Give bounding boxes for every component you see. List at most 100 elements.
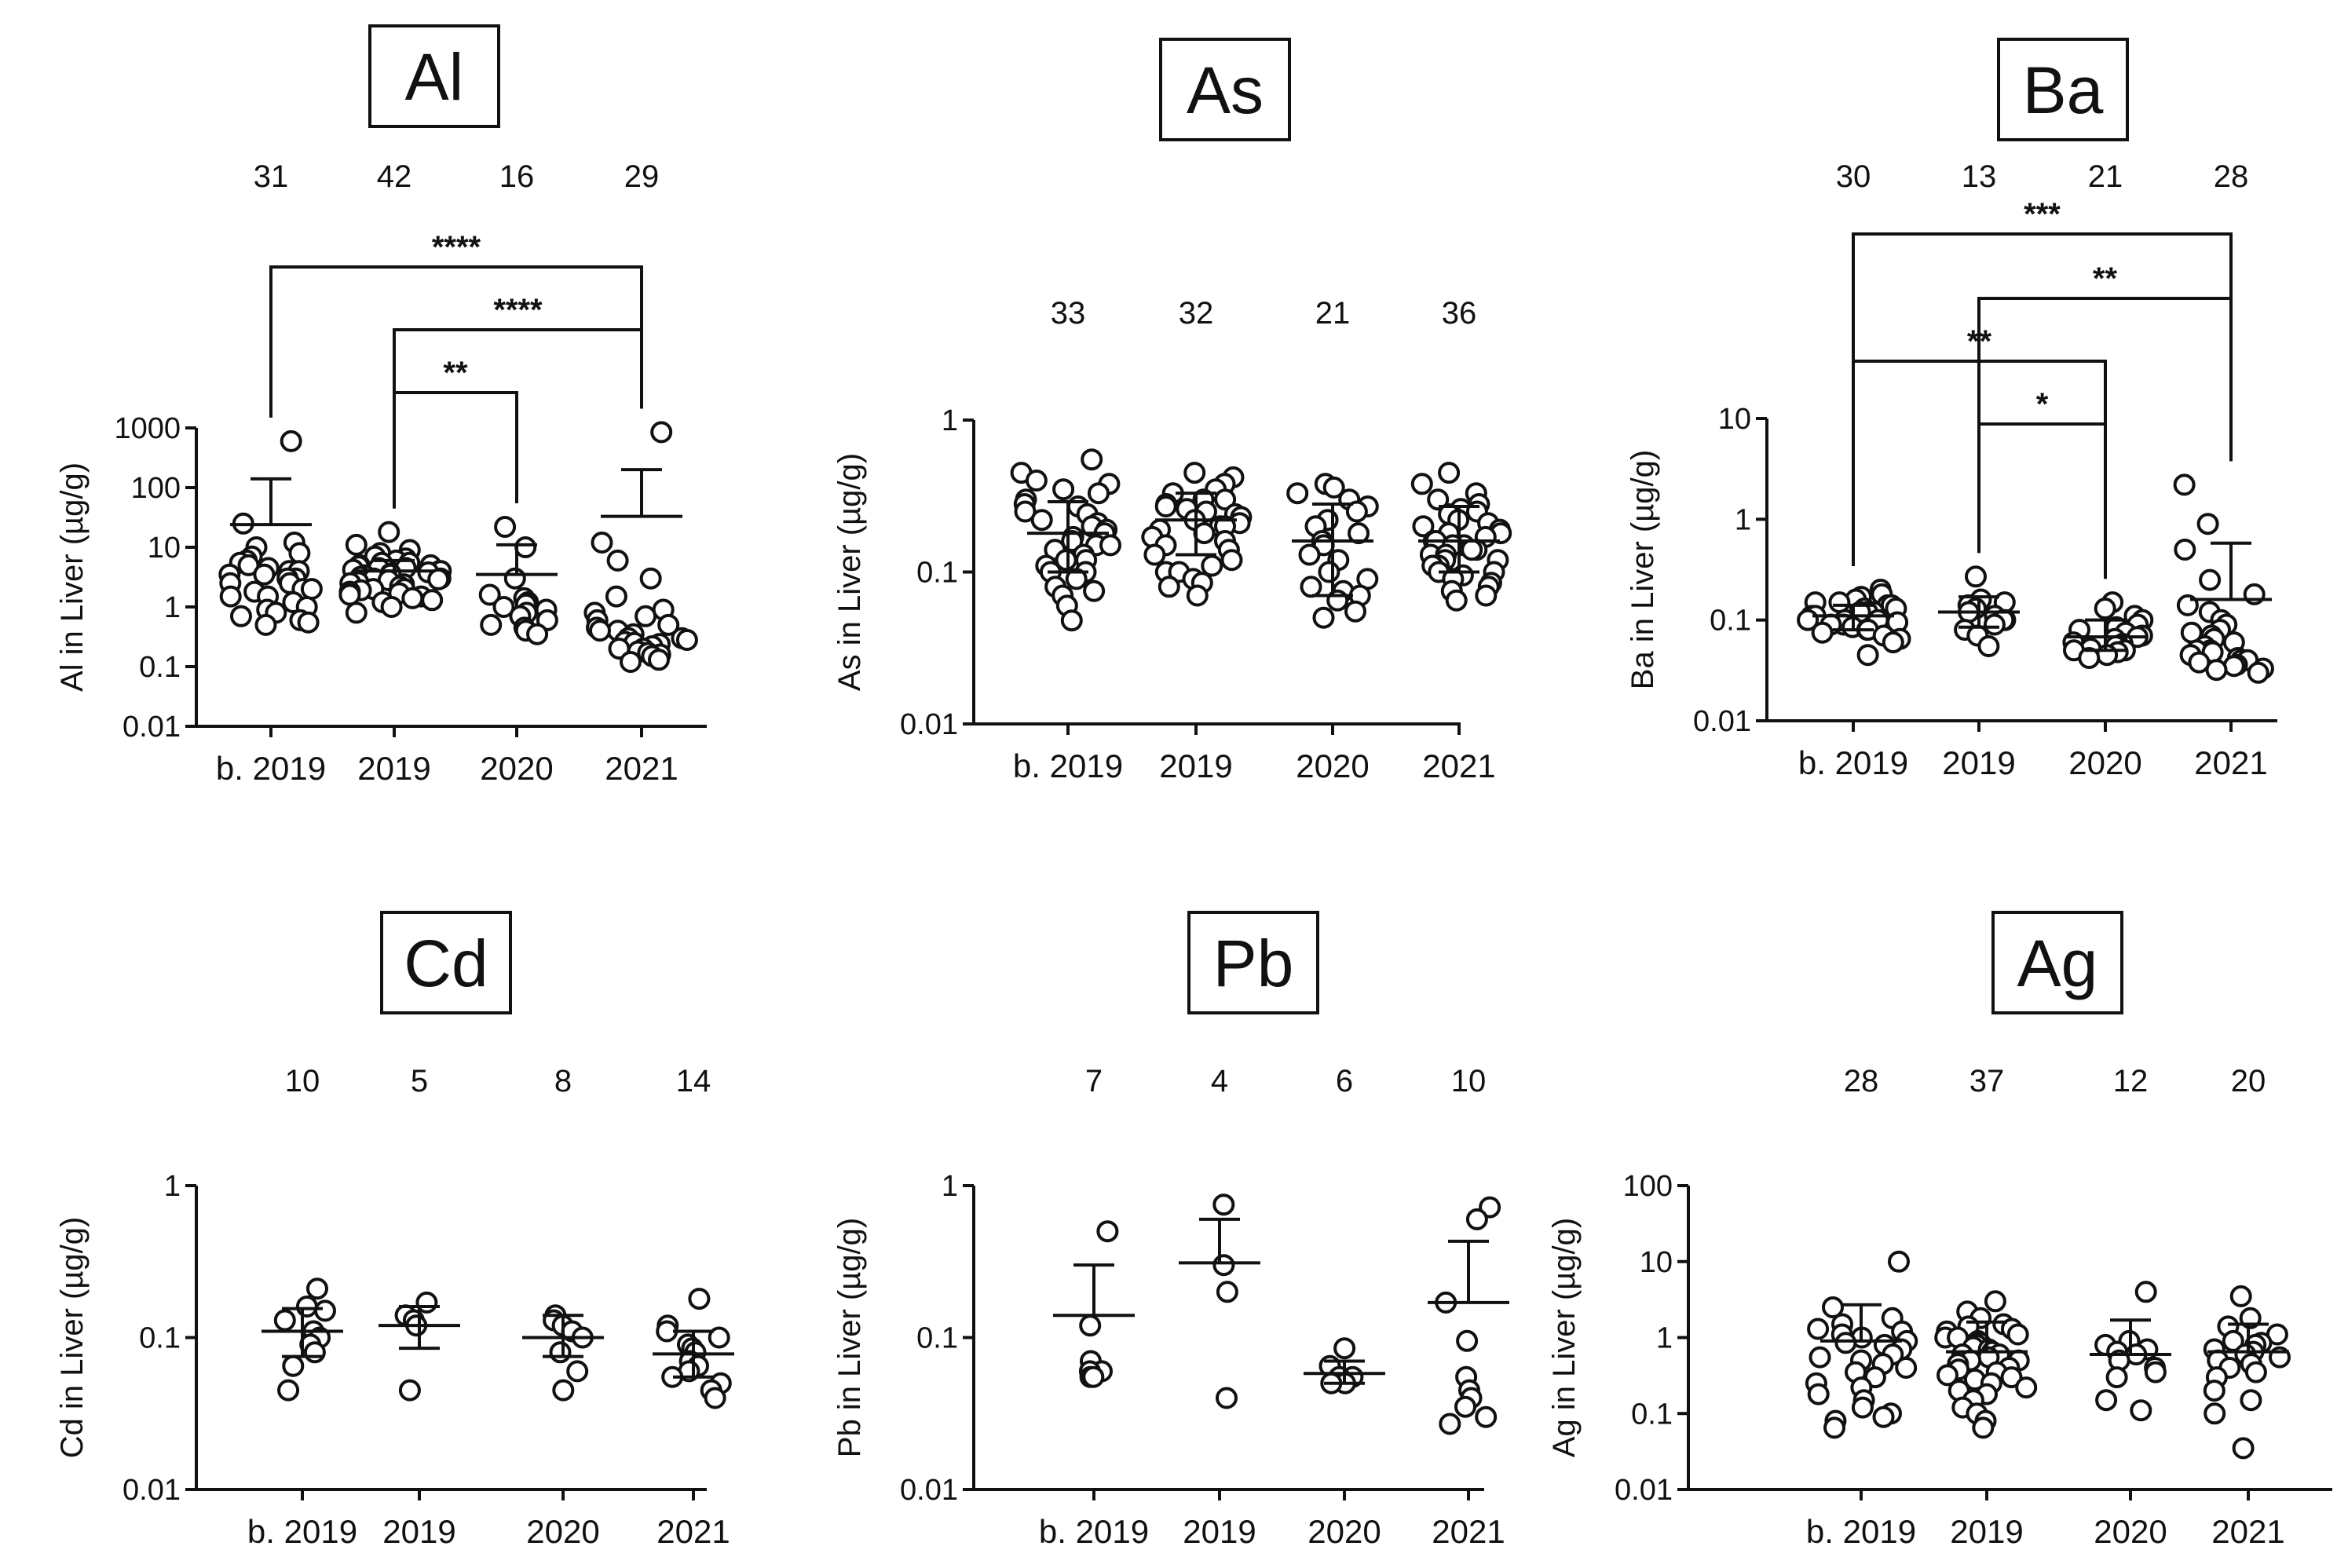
data-point — [1081, 448, 1103, 471]
category-label: 2021 — [1422, 747, 1495, 784]
n-label: 37 — [1969, 1064, 2005, 1098]
n-label: 5 — [411, 1064, 428, 1098]
n-label: 28 — [2214, 159, 2249, 194]
data-point — [1438, 462, 1461, 484]
y-tick-label: 0.1 — [139, 1322, 181, 1355]
y-tick-label: 0.01 — [1615, 1474, 1673, 1507]
y-tick-label: 1 — [164, 591, 181, 624]
data-point — [2134, 1281, 2157, 1303]
n-label: 7 — [1085, 1064, 1103, 1098]
data-point — [526, 623, 549, 645]
data-point — [1083, 579, 1106, 602]
y-tick-label: 0.01 — [123, 711, 181, 744]
data-point — [2199, 568, 2222, 591]
data-point — [2130, 1399, 2152, 1422]
data-point — [2203, 1380, 2225, 1402]
n-label: 8 — [554, 1064, 572, 1098]
data-point — [1888, 1250, 1910, 1273]
y-tick-label: 0.01 — [900, 708, 958, 741]
n-label: 42 — [377, 159, 412, 194]
data-point — [1983, 613, 2006, 636]
significance-bracket — [393, 391, 518, 509]
data-point — [650, 421, 673, 444]
data-point — [1298, 543, 1321, 566]
category-label: 2020 — [1307, 1513, 1381, 1550]
data-point — [1216, 1387, 1238, 1409]
y-tick-label: 1 — [942, 1170, 958, 1203]
data-point — [2173, 473, 2196, 496]
panel-title: Ba — [2023, 53, 2104, 127]
data-point — [478, 583, 501, 606]
panel-ag: Ag 28 37 12 20 0.01 0.1 1 10 100 b. 2019 2019 2020 20… — [1547, 911, 2332, 1550]
significance-label: ** — [443, 356, 468, 390]
y-tick-label: 0.1 — [139, 651, 181, 684]
data-point — [1201, 554, 1223, 577]
category-label: 2019 — [382, 1513, 455, 1550]
data-point — [2000, 1366, 2023, 1389]
n-label: 29 — [624, 159, 660, 194]
significance-label: ** — [1967, 324, 1992, 359]
n-label: 30 — [1836, 159, 1871, 194]
data-point — [1312, 606, 1335, 629]
y-tick-label: 1 — [1656, 1322, 1673, 1355]
data-point — [494, 516, 517, 538]
data-point — [1060, 609, 1083, 632]
data-point — [2196, 513, 2219, 535]
data-point — [273, 1309, 296, 1332]
y-tick-label: 0.1 — [1631, 1398, 1673, 1431]
panel-as: As 33 32 21 36 0.01 0.1 1 b. 2019 2019 2020 2021 As … — [832, 38, 1512, 784]
panel-ba: Ba 30 13 21 28 0.01 0.1 1 10 b. 2019 2019 2020 2021 B… — [1626, 38, 2277, 781]
data-point — [639, 567, 662, 590]
y-tick-label: 0.1 — [916, 557, 958, 590]
data-point — [552, 1379, 575, 1402]
category-label: 2021 — [2194, 744, 2267, 781]
data-point — [306, 1277, 328, 1300]
data-point — [1158, 576, 1180, 598]
data-point — [606, 549, 629, 572]
y-axis-label: Ag in Liver (µg/g) — [1547, 1218, 1582, 1457]
y-tick-label: 0.1 — [916, 1322, 958, 1355]
data-point — [288, 542, 311, 565]
data-point — [282, 1354, 305, 1377]
data-point — [1143, 543, 1166, 566]
data-point — [380, 596, 403, 618]
y-tick-label: 0.01 — [123, 1474, 181, 1507]
category-label: b. 2019 — [1039, 1513, 1149, 1550]
data-point — [1214, 488, 1237, 511]
data-point — [1809, 1346, 1831, 1369]
data-point — [688, 1288, 711, 1310]
data-point — [1348, 522, 1370, 545]
y-axis-label: As in Liver (µg/g) — [832, 453, 867, 691]
data-point — [1082, 1365, 1105, 1388]
data-point — [1456, 1329, 1479, 1352]
data-point — [1882, 631, 1904, 654]
y-tick-label: 100 — [1623, 1170, 1673, 1203]
n-label: 32 — [1179, 296, 1214, 331]
data-point — [378, 521, 400, 543]
data-point — [297, 611, 320, 634]
data-point — [1454, 1395, 1476, 1418]
panel-title: Ag — [2017, 927, 2098, 1000]
data-point — [620, 651, 642, 673]
data-point — [1410, 473, 1433, 495]
panel-title: Cd — [404, 927, 488, 1000]
data-point — [2095, 1389, 2118, 1412]
data-point — [1937, 1364, 1958, 1387]
data-point — [1872, 1405, 1895, 1428]
data-point — [2006, 1323, 2029, 1346]
data-point — [708, 1326, 730, 1349]
data-point — [300, 578, 323, 601]
y-tick-label: 10 — [1640, 1246, 1673, 1279]
data-point — [591, 532, 613, 554]
panel-title: Pb — [1213, 927, 1294, 1000]
data-point — [277, 1379, 300, 1402]
category-label: b. 2019 — [216, 750, 326, 787]
title-box — [1997, 38, 2129, 141]
data-point — [1333, 1337, 1356, 1360]
title-box — [368, 24, 500, 128]
panel-title: As — [1187, 53, 1264, 127]
data-point — [1065, 568, 1088, 590]
n-label: 6 — [1336, 1064, 1353, 1098]
data-point — [1412, 515, 1435, 538]
data-point — [1823, 1416, 1845, 1439]
